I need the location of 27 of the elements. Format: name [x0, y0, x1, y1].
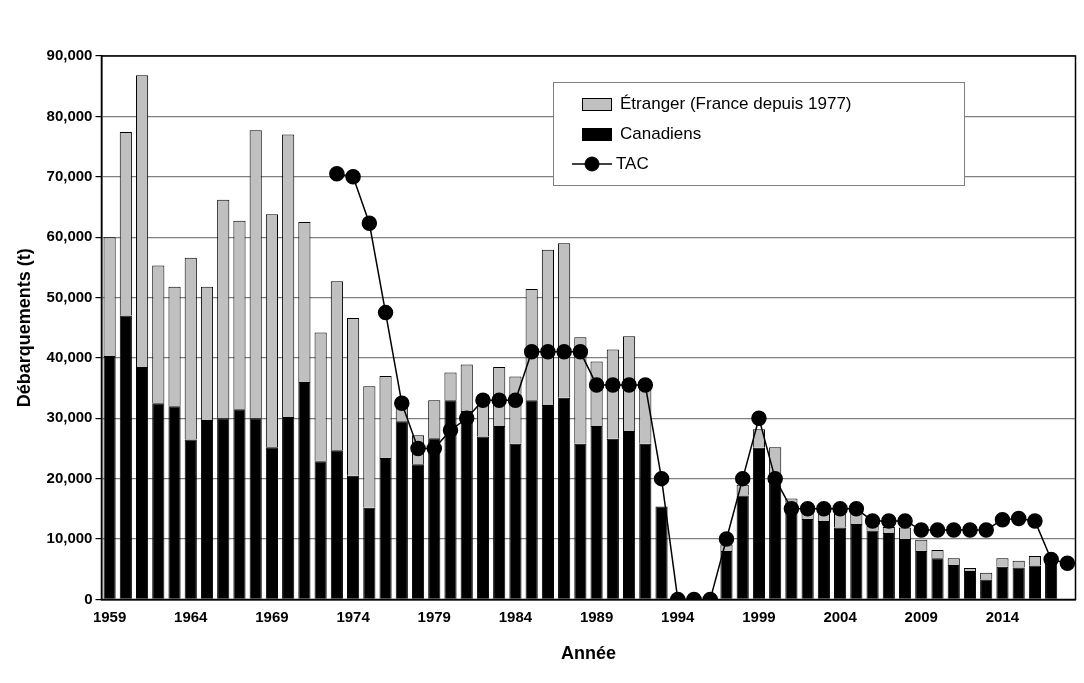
y-axis-title: Débarquements (t) [13, 248, 34, 408]
x-tick-label: 1989 [579, 607, 614, 625]
y-tick-label: 90,000 [46, 46, 93, 64]
y-tick-label: 60,000 [46, 227, 93, 245]
legend-label: TAC [616, 154, 649, 174]
x-tick-label: 1984 [498, 607, 533, 625]
y-tick-label: 30,000 [46, 408, 93, 426]
legend-label: Étranger (France depuis 1977) [620, 94, 852, 114]
y-tick-label: 0 [84, 589, 93, 607]
x-tick-label: 2004 [823, 607, 858, 625]
y-tick-label: 80,000 [46, 106, 93, 124]
x-tick-label: 1969 [255, 607, 289, 625]
y-tick-label: 70,000 [46, 166, 93, 184]
x-tick-label: 2014 [985, 607, 1020, 625]
y-tick-label: 50,000 [46, 287, 93, 305]
x-tick-label: 1979 [417, 607, 451, 625]
x-tick-label: 2009 [904, 607, 938, 625]
x-tick-label: 1994 [661, 607, 696, 625]
legend-label: Canadiens [620, 124, 702, 144]
x-tick-label: 1964 [174, 607, 209, 625]
x-tick-label: 1959 [92, 607, 127, 625]
y-tick-label: 40,000 [46, 348, 93, 366]
x-tick-label: 1974 [336, 607, 371, 625]
x-axis-title: Année [560, 643, 616, 664]
y-tick-label: 20,000 [46, 468, 93, 486]
y-tick-label: 10,000 [46, 529, 93, 547]
x-tick-label: 1999 [742, 607, 776, 625]
